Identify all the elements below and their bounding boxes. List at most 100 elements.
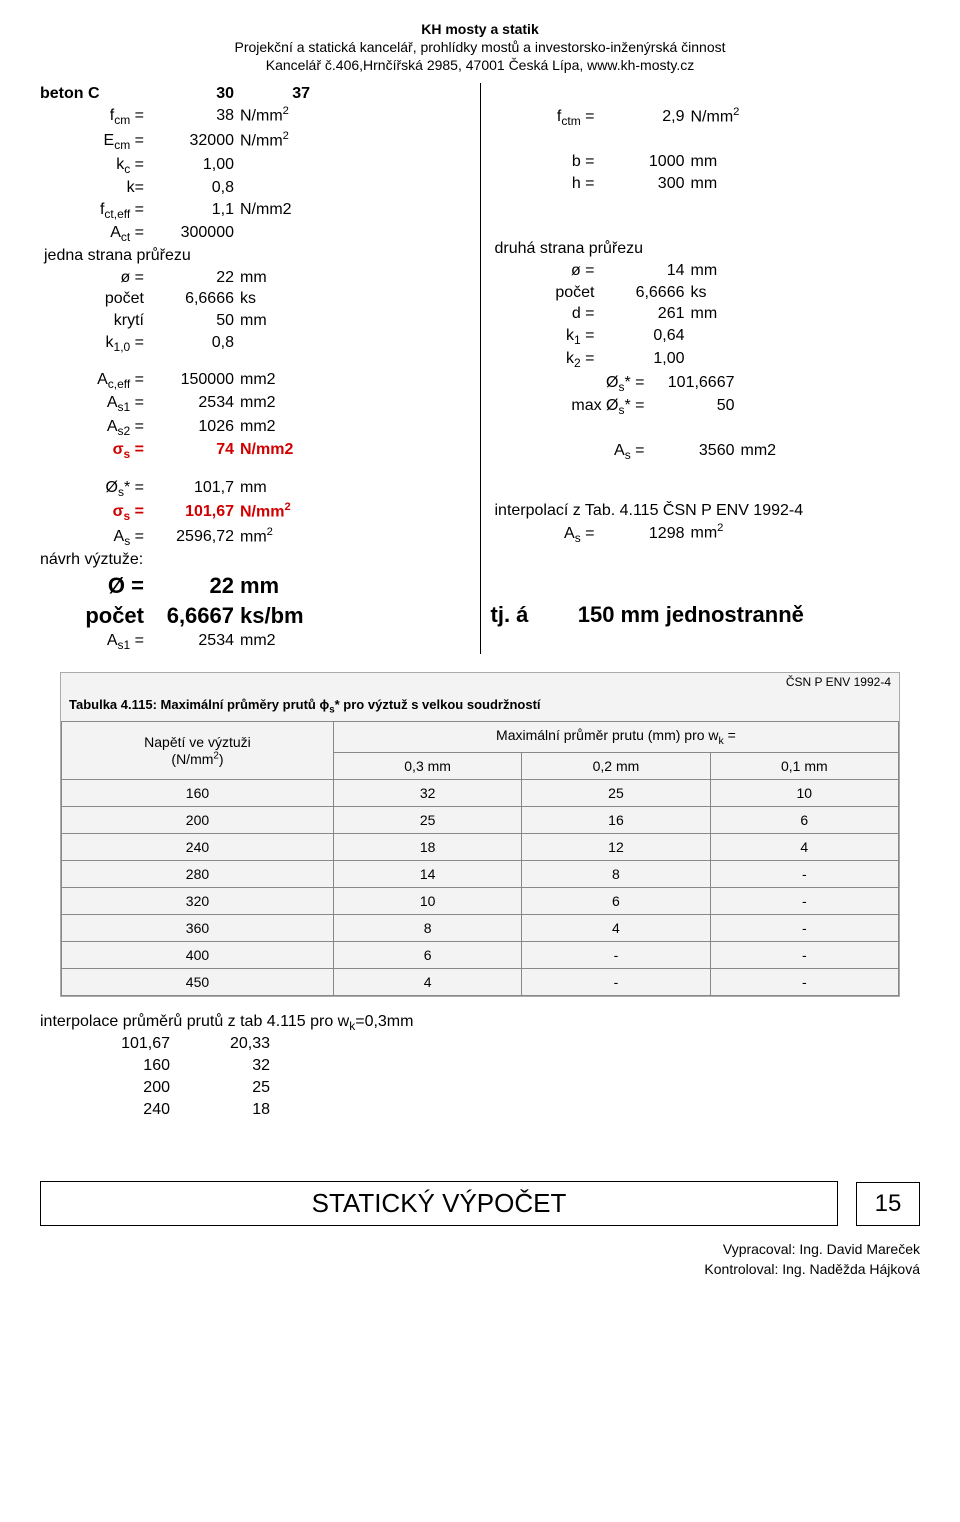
footer-title: STATICKÝ VÝPOČET xyxy=(40,1181,838,1226)
kryti-val: 50 xyxy=(150,310,240,332)
as1b-val: 2534 xyxy=(150,630,240,652)
pocet2-val: 6,6667 xyxy=(150,601,240,631)
kryti-unit: mm xyxy=(240,310,310,332)
maxos-val: 50 xyxy=(651,395,741,417)
aseq-val: 3560 xyxy=(651,440,741,462)
footer: STATICKÝ VÝPOČET 15 xyxy=(40,1181,920,1226)
aseq-unit: mm2 xyxy=(741,440,811,462)
as2-row: As2 = 1026 mm2 xyxy=(40,416,470,439)
k10-lab: k1,0 = xyxy=(40,332,150,355)
k2-lab: k2 = xyxy=(491,348,601,371)
th-c2: 0,1 mm xyxy=(710,753,898,780)
aceff-lab: Ac,eff = xyxy=(40,369,150,392)
rphi-lab: ø = xyxy=(491,260,601,282)
rphi-row: ø = 14 mm xyxy=(491,260,921,282)
oeq-unit: mm xyxy=(240,571,310,601)
fcteff-lab: fct,eff = xyxy=(40,199,150,222)
aceff-row: Ac,eff = 150000 mm2 xyxy=(40,369,470,392)
h-val: 300 xyxy=(601,173,691,195)
kc-row: kc = 1,00 xyxy=(40,154,470,177)
pocet2-row: počet 6,6667 ks/bm xyxy=(40,601,470,631)
as1b-lab: As1 = xyxy=(40,630,150,653)
ras-val: 1298 xyxy=(601,523,691,545)
aceff-val: 150000 xyxy=(150,369,240,391)
aseq-row: As = 3560 mm2 xyxy=(491,440,921,463)
k-row: k= 0,8 xyxy=(40,177,470,199)
as2-lab: As2 = xyxy=(40,416,150,439)
fcm-row: fcm = 38 N/mm2 xyxy=(40,104,470,129)
table-row: 4504-- xyxy=(62,969,899,996)
page-header: KH mosty a statik Projekční a statická k… xyxy=(40,20,920,75)
fcteff-unit: N/mm2 xyxy=(240,199,310,221)
d-lab: d = xyxy=(491,303,601,325)
sigma-unit: N/mm2 xyxy=(240,439,310,461)
col-right: fctm = 2,9 N/mm2 b = 1000 mm h = 300 mm … xyxy=(481,83,921,654)
table-csn: ČSN P ENV 1992-4 xyxy=(61,673,899,691)
k1-row: k1 = 0,64 xyxy=(491,325,921,348)
ras-lab: As = xyxy=(491,523,601,546)
interp-grid: 101,6720,33160322002524018 xyxy=(80,1033,920,1121)
k10-val: 0,8 xyxy=(150,332,240,354)
maxos-row: max Øs* = 50 xyxy=(491,395,921,418)
pocet2-unit: ks/bm xyxy=(240,601,310,631)
calc-columns: beton C 30 37 fcm = 38 N/mm2 Ecm = 32000… xyxy=(40,83,920,654)
as1-row: As1 = 2534 mm2 xyxy=(40,392,470,415)
fcm-lab: fcm = xyxy=(40,105,150,128)
k10-row: k1,0 = 0,8 xyxy=(40,332,470,355)
ras-unit: mm2 xyxy=(691,521,761,544)
pocet-lab: počet xyxy=(40,288,150,310)
maxos-lab: max Øs* = xyxy=(491,395,651,418)
pocet-row: počet 6,6666 ks xyxy=(40,288,470,310)
ras-row: As = 1298 mm2 xyxy=(491,521,921,546)
table-row: 160322510 xyxy=(62,780,899,807)
tja-lab: tj. á xyxy=(491,600,561,630)
tja-row: tj. á 150 mm jednostranně xyxy=(491,600,921,630)
phis-unit: mm xyxy=(240,477,310,499)
interp-block: interpolace průměrů prutů z tab 4.115 pr… xyxy=(40,1013,920,1121)
fctm-unit: N/mm2 xyxy=(691,105,761,128)
h-row: h = 300 mm xyxy=(491,173,921,195)
beton-b: 37 xyxy=(240,83,310,105)
pocet-unit: ks xyxy=(240,288,310,310)
k2-val: 1,00 xyxy=(601,348,691,370)
fctm-val: 2,9 xyxy=(601,106,691,128)
table-4115: ČSN P ENV 1992-4 Tabulka 4.115: Maximáln… xyxy=(60,672,900,997)
aceff-unit: mm2 xyxy=(240,369,310,391)
as2-val: 1026 xyxy=(150,416,240,438)
interp-text: interpolací z Tab. 4.115 ČSN P ENV 1992-… xyxy=(491,500,921,522)
k2-row: k2 = 1,00 xyxy=(491,348,921,371)
ecm-row: Ecm = 32000 N/mm2 xyxy=(40,129,470,154)
aseq-lab: As = xyxy=(491,440,651,463)
table-row: 20025166 xyxy=(62,807,899,834)
table-grid: Napětí ve výztuži (N/mm2) Maximální prům… xyxy=(61,721,899,996)
hdr-line1: KH mosty a statik xyxy=(40,20,920,38)
d-row: d = 261 mm xyxy=(491,303,921,325)
phi-lab: ø = xyxy=(40,267,150,289)
os-val: 101,6667 xyxy=(651,372,741,394)
table-row: 24018124 xyxy=(62,834,899,861)
sigmas-row: σs = 101,67 N/mm2 xyxy=(40,500,470,525)
as1b-row: As1 = 2534 mm2 xyxy=(40,630,470,653)
th-c0: 0,3 mm xyxy=(333,753,521,780)
act-row: Act = 300000 xyxy=(40,222,470,245)
rphi-unit: mm xyxy=(691,260,761,282)
fcm-unit: N/mm2 xyxy=(240,104,310,127)
fcteff-val: 1,1 xyxy=(150,199,240,221)
d-unit: mm xyxy=(691,303,761,325)
rpocet-val: 6,6666 xyxy=(601,282,691,304)
as-lab: As = xyxy=(40,526,150,549)
os-lab: Øs* = xyxy=(491,372,651,395)
druha: druhá strana průřezu xyxy=(491,238,921,260)
kryti-lab: krytí xyxy=(40,310,150,332)
h-unit: mm xyxy=(691,173,761,195)
sigmas-lab: σs = xyxy=(40,501,150,524)
sigmas-val: 101,67 xyxy=(150,501,240,523)
k-lab: k= xyxy=(40,177,150,199)
oeq-lab: Ø = xyxy=(40,571,150,601)
act-val: 300000 xyxy=(150,222,240,244)
phi-val: 22 xyxy=(150,267,240,289)
oeq-val: 22 xyxy=(150,571,240,601)
as-val: 2596,72 xyxy=(150,526,240,548)
ecm-lab: Ecm = xyxy=(40,130,150,153)
th-c1: 0,2 mm xyxy=(522,753,710,780)
